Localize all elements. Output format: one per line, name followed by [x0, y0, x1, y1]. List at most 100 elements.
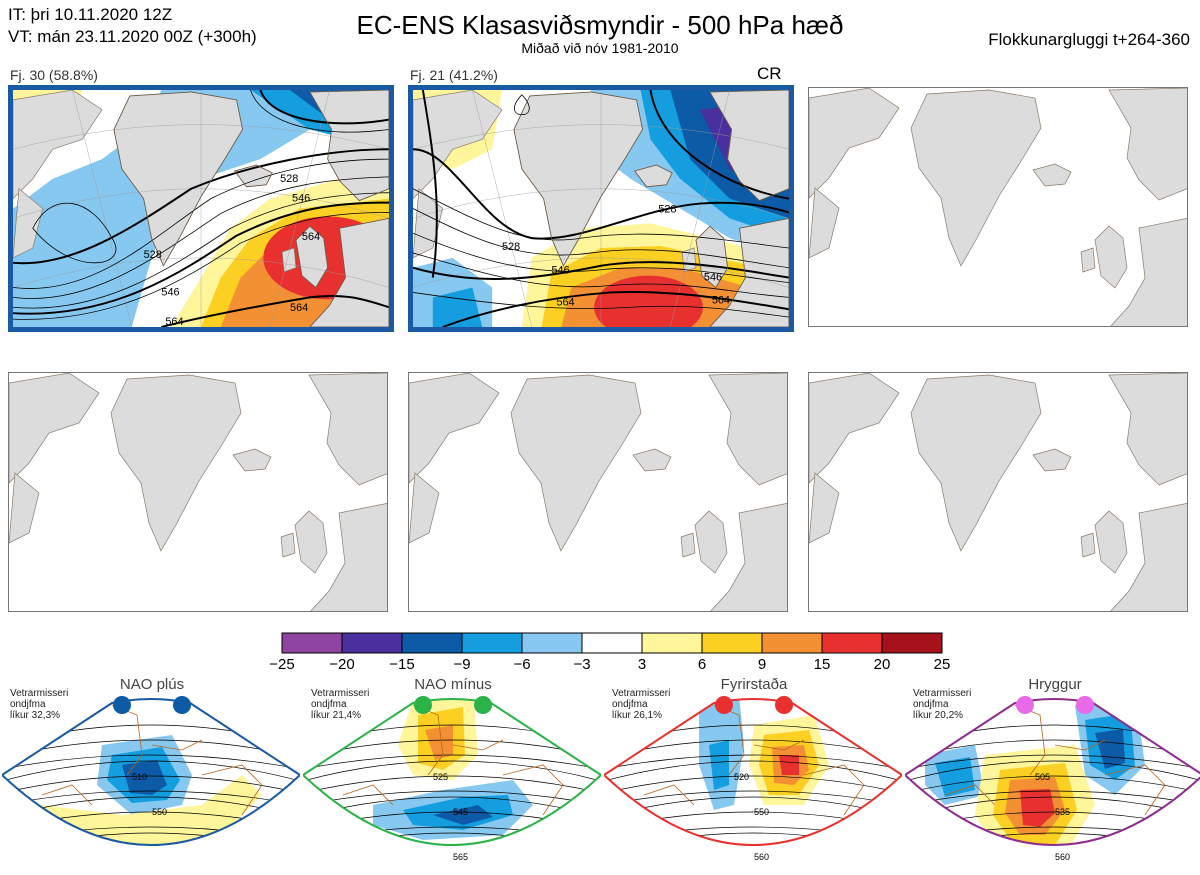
regime-contour-label: 550 — [152, 807, 167, 817]
colorbar — [281, 632, 943, 654]
colorbar-swatch — [461, 632, 523, 654]
page-subtitle: Miðað við nóv 1981-2010 — [521, 40, 679, 56]
colorbar-tick-label: 9 — [757, 656, 767, 673]
regime-map: 505 535 560 — [905, 696, 1200, 871]
regime-marker — [113, 696, 131, 714]
contour-label: 564 — [712, 294, 730, 306]
regime-map: 520 550 560 — [604, 696, 902, 862]
cluster-1-svg: 528 546 564 546 528 564 564 — [13, 90, 389, 327]
page-title: EC-ENS Klasasviðsmyndir - 500 hPa hæð — [356, 10, 844, 40]
regime-note: Vetrarmisseri ondjfma líkur 21,4% — [311, 688, 369, 721]
contour-label: 528 — [658, 203, 676, 215]
colorbar-swatch — [341, 632, 403, 654]
height-contour — [303, 754, 601, 770]
contour-label: 564 — [302, 231, 320, 243]
regime-frame — [2, 698, 300, 846]
regime-frame — [905, 698, 1200, 846]
regime-note: Vetrarmisseri ondjfma líkur 32,3% — [10, 688, 68, 721]
regime-marker — [715, 696, 733, 714]
valid-time: VT: mán 23.11.2020 00Z (+300h) — [8, 27, 257, 46]
empty-map-4 — [8, 372, 388, 612]
cluster-2-map: 528 528 546 546 564 564 — [408, 85, 794, 332]
colorbar-swatch — [761, 632, 823, 654]
coastline — [643, 704, 865, 816]
empty-map-6 — [808, 372, 1188, 612]
regime-map: 510 550 — [2, 696, 300, 846]
empty-map-5-svg — [409, 373, 787, 611]
regime-note-line: ondjfma — [10, 699, 46, 710]
regime-title: NAO plús — [119, 676, 185, 693]
regime-map: 525 545 565 — [303, 696, 601, 862]
regime-title: NAO mínus — [414, 676, 492, 693]
colorbar-tick-label: −6 — [513, 656, 531, 673]
coastline — [342, 704, 564, 816]
colorbar-swatch — [521, 632, 583, 654]
colorbar-swatch — [281, 632, 343, 654]
empty-map-4-svg — [9, 373, 387, 611]
colorbar-tick-label: −9 — [453, 656, 471, 673]
regime-contour-label: 545 — [453, 807, 468, 817]
regime-marker — [1016, 696, 1034, 714]
anomaly-shading — [122, 760, 167, 795]
anomaly-shading — [935, 757, 975, 797]
colorbar-swatch — [701, 632, 763, 654]
height-contour — [2, 790, 300, 806]
colorbar-swatch — [821, 632, 883, 654]
regime-contour-label: 550 — [754, 807, 769, 817]
regime-marker — [775, 696, 793, 714]
cluster-2-svg: 528 528 546 546 564 564 — [413, 90, 789, 327]
anomaly-shading — [433, 805, 493, 825]
height-contour — [303, 760, 601, 782]
regime-note-line: Vetrarmisseri — [311, 688, 370, 699]
colorbar-tick-label: −3 — [573, 656, 591, 673]
height-contour — [905, 760, 1200, 782]
colorbar-swatch — [581, 632, 643, 654]
regime-contour-label: 560 — [1055, 852, 1070, 862]
coastline — [41, 704, 263, 816]
regime-contour-label: 505 — [1035, 772, 1050, 782]
colorbar-swatch — [401, 632, 463, 654]
colorbar-tick-label: 6 — [697, 656, 707, 673]
regime-note-line: ondjfma — [913, 699, 949, 710]
regime-note-line: Vetrarmisseri — [10, 688, 69, 699]
colorbar-tick-label: −15 — [389, 656, 415, 673]
contour-label: 528 — [502, 241, 520, 253]
empty-map-5 — [408, 372, 788, 612]
contour-label: 546 — [161, 286, 179, 298]
regime-note-line: líkur 32,3% — [10, 710, 61, 721]
regime-note: Vetrarmisseri ondjfma líkur 26,1% — [612, 688, 670, 721]
height-contour — [604, 790, 902, 806]
regime-title: Hryggur — [1028, 676, 1082, 693]
colorbar-swatch — [881, 632, 943, 654]
regime-contour-label: 510 — [132, 772, 147, 782]
colorbar-tick-label: 25 — [933, 656, 951, 673]
contour-label: 546 — [292, 193, 310, 205]
anomaly-shading — [1015, 857, 1050, 871]
colorbar-tick-label: 20 — [873, 656, 891, 673]
empty-map-6-svg — [809, 373, 1187, 611]
regime-note-line: líkur 21,4% — [311, 710, 362, 721]
height-contour — [2, 760, 300, 782]
colorbar-tick-label: 3 — [637, 656, 647, 673]
regime-contour-label: 535 — [1055, 807, 1070, 817]
regime-note-line: líkur 20,2% — [913, 710, 964, 721]
regime-note-line: Vetrarmisseri — [612, 688, 671, 699]
colorbar-swatch — [641, 632, 703, 654]
height-contour — [604, 754, 902, 770]
colorbar-tick-label: −25 — [269, 656, 295, 673]
empty-map-3 — [808, 87, 1188, 327]
regime-frame — [303, 698, 601, 846]
height-contour — [604, 760, 902, 782]
contour-label: 564 — [556, 296, 574, 308]
colorbar-tick-label: −20 — [329, 656, 355, 673]
cluster-1-label: Fj. 30 (58.8%) — [10, 67, 98, 83]
contour-label: 528 — [144, 249, 162, 261]
cluster-1-map: 528 546 564 546 528 564 564 — [8, 85, 394, 332]
height-contour — [905, 790, 1200, 806]
regime-marker — [1076, 696, 1094, 714]
empty-map-3-svg — [809, 88, 1187, 326]
contour-label: 546 — [704, 272, 722, 284]
regime-marker — [474, 696, 492, 714]
regime-note: Vetrarmisseri ondjfma líkur 20,2% — [913, 688, 971, 721]
contour-label: 546 — [552, 265, 570, 277]
